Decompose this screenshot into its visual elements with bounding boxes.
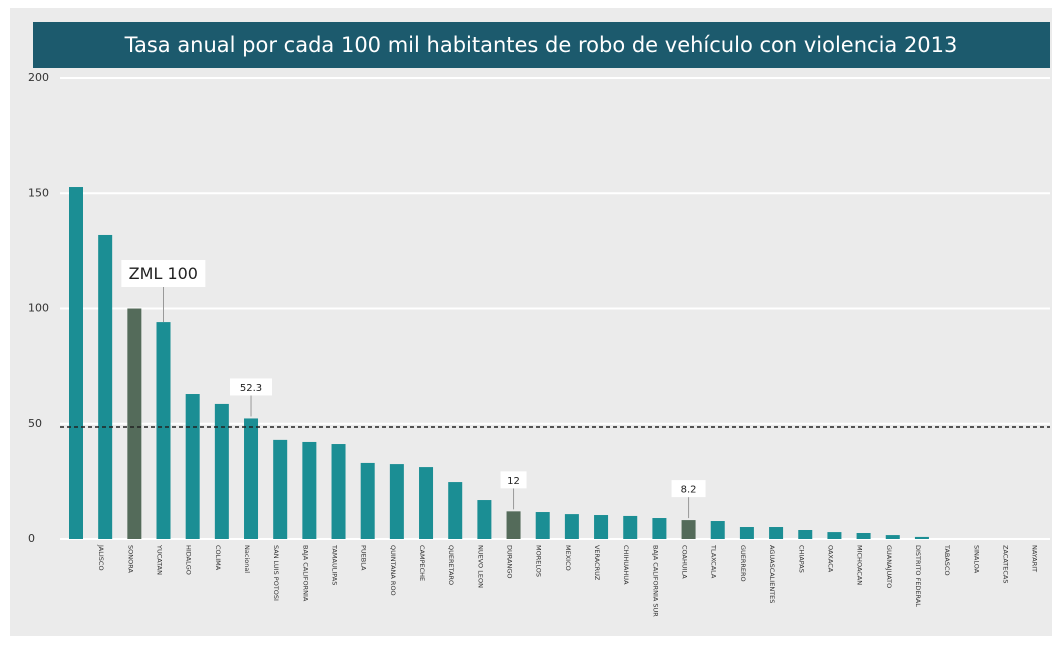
value-label: 12 bbox=[507, 476, 520, 487]
x-tick-label: HIDALGO bbox=[185, 545, 193, 575]
y-tick-label: 200 bbox=[28, 71, 49, 84]
bar bbox=[914, 536, 929, 539]
bar bbox=[856, 533, 871, 539]
y-tick-label: 100 bbox=[28, 302, 49, 315]
panel bbox=[10, 8, 1052, 636]
bar bbox=[564, 514, 579, 539]
bar bbox=[419, 467, 434, 539]
x-tick-label: MICHOACAN bbox=[856, 545, 864, 585]
x-tick-label: BAJA CALIFORNIA SUR bbox=[651, 545, 659, 617]
bar bbox=[477, 500, 492, 539]
x-tick-label: CHIHUAHUA bbox=[622, 545, 630, 585]
y-tick-label: 0 bbox=[28, 532, 35, 545]
bar bbox=[798, 530, 813, 539]
value-label: ZML 100 bbox=[129, 264, 198, 283]
bar bbox=[623, 515, 638, 539]
x-tick-label: BAJA CALIFORNIA bbox=[301, 545, 309, 602]
bar bbox=[739, 527, 754, 539]
x-tick-label: PUEBLA bbox=[360, 545, 368, 571]
value-label: 8.2 bbox=[681, 485, 697, 496]
x-tick-label: SONORA bbox=[126, 545, 134, 573]
label-box bbox=[671, 480, 706, 498]
bar bbox=[535, 512, 550, 539]
bar bbox=[885, 535, 900, 539]
x-tick-label: DISTRITO FEDERAL bbox=[914, 545, 922, 607]
x-tick-label: ZACATECAS bbox=[1001, 545, 1009, 583]
bar bbox=[681, 520, 696, 539]
x-tick-label: SAN LUIS POTOSI bbox=[272, 545, 280, 601]
x-tick-label: TABASCO bbox=[943, 544, 951, 576]
label-box bbox=[500, 471, 527, 489]
x-tick-label: YUCATAN bbox=[156, 544, 164, 575]
x-tick-label: DURANGO bbox=[506, 545, 514, 578]
title-banner bbox=[33, 22, 1050, 68]
x-tick-label: TLAXCALA bbox=[710, 544, 718, 579]
x-tick-label: AGUASCALIENTES bbox=[768, 545, 776, 603]
x-tick-label: NAYARIT bbox=[1031, 545, 1039, 572]
x-tick-label: TAMAULIPAS bbox=[331, 544, 339, 585]
bar bbox=[302, 441, 317, 539]
bar bbox=[710, 521, 725, 539]
bar bbox=[98, 234, 113, 539]
x-tick-label: MORELOS bbox=[535, 545, 543, 577]
bar bbox=[273, 439, 288, 539]
value-label: 52.3 bbox=[240, 383, 262, 394]
x-tick-label: NUEVO LEON bbox=[476, 545, 484, 588]
y-tick-label: 150 bbox=[28, 186, 49, 199]
bar bbox=[156, 322, 171, 539]
bar bbox=[827, 532, 842, 539]
x-tick-label: CHIAPAS bbox=[797, 545, 805, 573]
bar bbox=[127, 308, 142, 539]
x-tick-label: Nacional bbox=[243, 545, 251, 573]
x-tick-label: MEXICO bbox=[564, 545, 572, 571]
x-tick-label: COAHUILA bbox=[681, 545, 689, 579]
bar bbox=[360, 462, 375, 539]
x-tick-label: QUINTANA ROO bbox=[389, 545, 397, 596]
x-tick-label: GUERRERO bbox=[739, 545, 747, 582]
bar bbox=[185, 394, 200, 539]
bar bbox=[214, 403, 229, 539]
bar bbox=[769, 527, 784, 539]
x-tick-label: SINALOA bbox=[972, 545, 980, 574]
chart-title: Tasa anual por cada 100 mil habitantes d… bbox=[124, 33, 958, 57]
x-tick-label: OAXACA bbox=[826, 545, 834, 573]
x-tick-label: JALISCO bbox=[97, 544, 105, 571]
x-tick-label: GUANAJUATO bbox=[885, 545, 893, 588]
label-box bbox=[230, 378, 273, 396]
x-tick-label: CAMPECHE bbox=[418, 545, 426, 581]
y-tick-label: 50 bbox=[28, 417, 42, 430]
x-tick-label: COLIMA bbox=[214, 545, 222, 571]
bar bbox=[389, 464, 404, 539]
label-box bbox=[121, 260, 206, 287]
bar bbox=[331, 444, 346, 539]
x-tick-label: VERACRUZ bbox=[593, 545, 601, 581]
bar bbox=[69, 187, 83, 540]
bar bbox=[244, 418, 259, 539]
bar bbox=[448, 482, 463, 539]
bar bbox=[506, 511, 521, 539]
x-tick-label: QUERETARO bbox=[447, 545, 455, 585]
bar bbox=[594, 515, 609, 539]
bar bbox=[652, 518, 667, 539]
